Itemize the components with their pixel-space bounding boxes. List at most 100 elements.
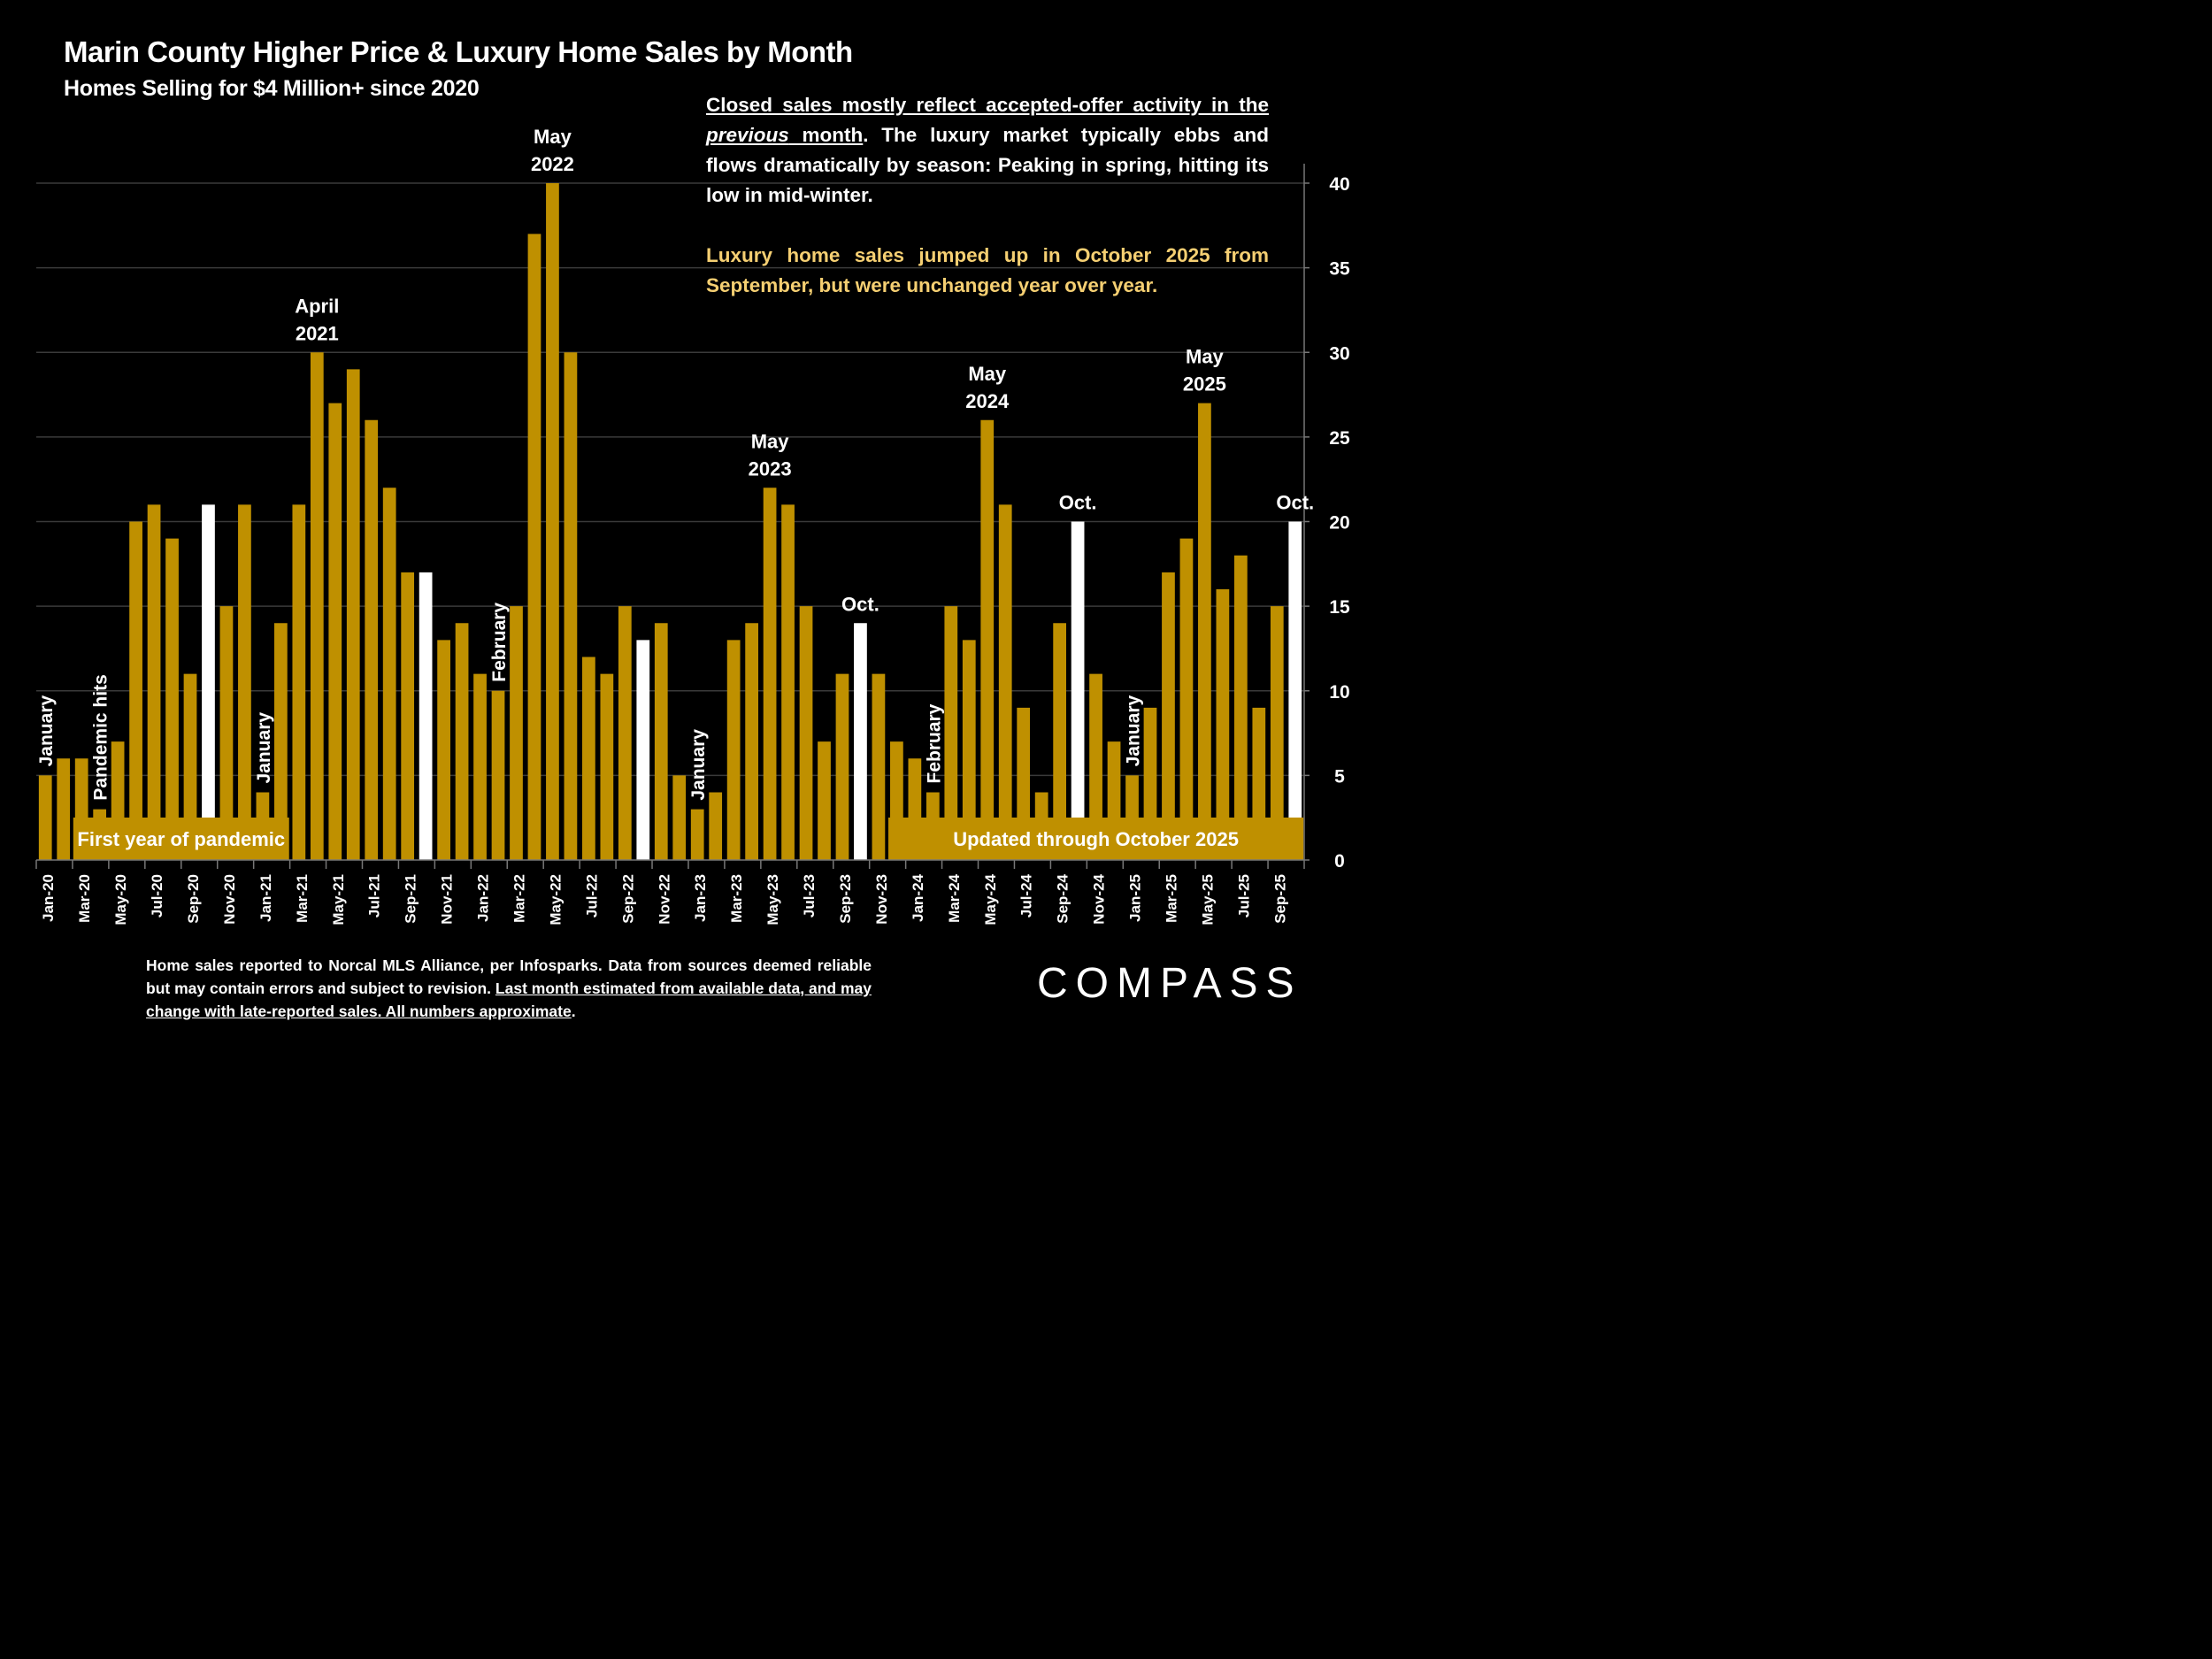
note-paragraph-2: Luxury home sales jumped up in October 2… <box>706 244 1269 296</box>
bar <box>527 234 541 860</box>
bar-highlighted <box>202 504 215 860</box>
bar <box>382 488 396 860</box>
bar <box>401 572 415 860</box>
bar <box>763 488 777 860</box>
note-underlined-text-2: month <box>788 124 864 146</box>
bar <box>618 606 632 860</box>
x-tick-label: Mar-25 <box>1163 874 1179 923</box>
y-tick-label: 35 <box>1329 259 1350 280</box>
annotation-label: January <box>254 712 274 784</box>
bar <box>1162 572 1175 860</box>
bar <box>491 690 505 860</box>
x-tick-label: May-21 <box>330 874 347 926</box>
bar <box>781 504 795 860</box>
bar <box>672 775 687 860</box>
bar <box>437 640 450 860</box>
bar <box>872 673 886 860</box>
annotation-label: 2021 <box>296 322 339 344</box>
x-tick-label: Nov-21 <box>439 874 456 925</box>
footnote-end: . <box>571 1002 576 1020</box>
bar <box>709 792 723 860</box>
x-tick-label: Mar-24 <box>946 873 963 922</box>
banner <box>888 818 1304 860</box>
bar <box>1233 555 1248 860</box>
source-footnote: Home sales reported to Norcal MLS Allian… <box>146 954 872 1023</box>
banner-label: Updated through October 2025 <box>953 828 1239 850</box>
annotation-label: 2023 <box>749 457 792 480</box>
bar <box>510 606 523 860</box>
y-tick-label: 15 <box>1329 597 1350 618</box>
x-tick-label: Jul-24 <box>1018 873 1035 918</box>
x-tick-label: Jan-25 <box>1127 874 1144 922</box>
annotation-label: 2024 <box>965 390 1010 412</box>
annotation-label: January <box>688 729 709 801</box>
x-tick-label: Sep-22 <box>619 874 636 924</box>
bar <box>165 538 179 860</box>
bar <box>38 775 52 860</box>
bar-highlighted <box>1071 521 1085 860</box>
bar <box>57 758 71 860</box>
note-text: . The luxury market typically ebbs and f… <box>706 124 1269 206</box>
annotation-label: February <box>924 703 944 783</box>
chart-title: Marin County Higher Price & Luxury Home … <box>64 35 853 68</box>
x-tick-label: Sep-21 <box>403 874 419 924</box>
x-tick-label: Jan-24 <box>910 873 926 921</box>
footnote-underlined-text: Last month estimated from available data… <box>146 979 872 1020</box>
annotation-label: Oct. <box>841 593 879 615</box>
y-tick-label: 20 <box>1329 513 1349 534</box>
bar <box>944 606 958 860</box>
annotation-label: May <box>751 430 790 452</box>
annotation-label: 2025 <box>1183 373 1226 396</box>
x-tick-label: Jul-20 <box>149 874 165 918</box>
x-tick-label: Jan-21 <box>257 874 274 922</box>
annotation-label: January <box>36 695 57 767</box>
x-tick-label: Jan-22 <box>475 874 492 922</box>
bar <box>455 623 469 860</box>
x-tick-label: Jan-23 <box>692 874 709 922</box>
y-tick-label: 0 <box>1334 851 1345 872</box>
annotation-label: May <box>534 126 572 148</box>
x-tick-label: Nov-24 <box>1091 873 1108 924</box>
annotation-label: May <box>1186 346 1225 368</box>
bar-highlighted <box>1288 521 1302 860</box>
bar <box>147 504 161 860</box>
note-italic-text: previous <box>706 124 789 146</box>
x-tick-label: May-24 <box>982 873 999 925</box>
note-underlined-text: Closed sales mostly reflect accepted-off… <box>706 94 1269 116</box>
x-tick-label: Mar-23 <box>728 874 745 923</box>
x-tick-label: Sep-25 <box>1271 874 1288 924</box>
bar <box>962 640 976 860</box>
bar <box>1179 538 1194 860</box>
bar <box>582 657 595 860</box>
bar <box>1216 589 1230 860</box>
bar <box>238 504 251 860</box>
bar <box>998 504 1012 860</box>
bar <box>1053 623 1067 860</box>
bar <box>183 673 197 860</box>
bar <box>346 369 360 860</box>
x-tick-label: May-25 <box>1199 874 1216 926</box>
y-tick-label: 5 <box>1334 766 1345 787</box>
y-tick-label: 40 <box>1329 174 1349 195</box>
bar <box>799 606 813 860</box>
x-tick-label: Mar-21 <box>294 874 311 923</box>
compass-logo: COMPASS <box>1037 960 1302 1007</box>
annotation-label: Oct. <box>1059 492 1097 514</box>
x-tick-label: May-20 <box>112 874 129 926</box>
bar-highlighted <box>854 623 867 860</box>
bar <box>365 419 379 860</box>
bar <box>129 521 142 860</box>
annotation-label: May <box>968 363 1007 385</box>
x-tick-label: Sep-23 <box>837 874 854 924</box>
bar <box>835 673 849 860</box>
annotation-label: 2022 <box>531 153 574 175</box>
bar <box>564 352 578 860</box>
bar <box>1198 403 1211 860</box>
x-tick-label: Jul-25 <box>1235 874 1252 918</box>
y-tick-label: 25 <box>1329 428 1350 449</box>
x-tick-label: May-22 <box>547 874 564 926</box>
x-tick-label: Nov-23 <box>873 874 890 925</box>
banner <box>73 818 289 860</box>
y-tick-label: 10 <box>1329 682 1349 703</box>
